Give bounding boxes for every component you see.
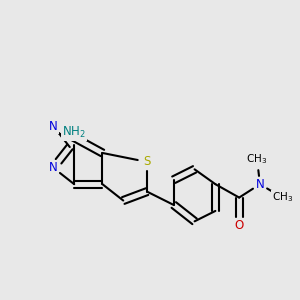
Text: N: N — [256, 178, 264, 191]
Text: N: N — [49, 120, 58, 133]
Text: CH$_3$: CH$_3$ — [246, 152, 268, 166]
Text: N: N — [49, 161, 58, 174]
Text: O: O — [235, 219, 244, 232]
Text: CH$_3$: CH$_3$ — [272, 191, 293, 205]
Text: NH$_2$: NH$_2$ — [62, 124, 86, 140]
Text: S: S — [143, 155, 151, 168]
